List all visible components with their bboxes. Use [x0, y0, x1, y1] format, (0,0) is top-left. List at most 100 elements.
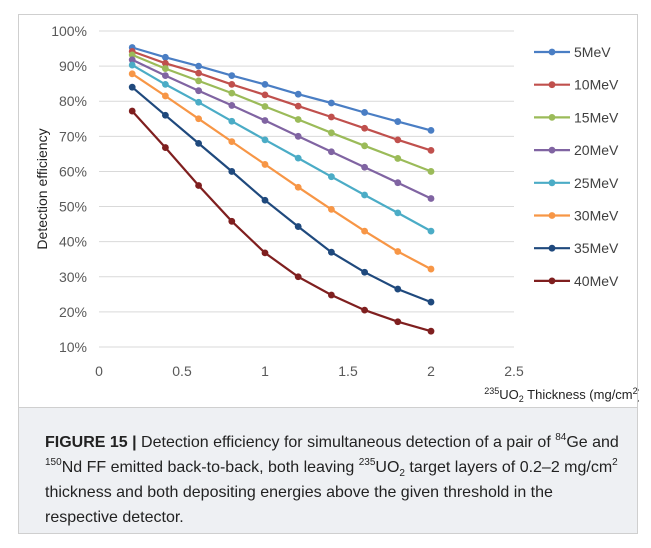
caption-part: Detection efficiency for simultaneous de… — [136, 434, 556, 451]
x-tick-label: 2 — [427, 363, 435, 379]
legend-marker-5MeV — [548, 48, 556, 56]
data-point-35MeV — [162, 111, 169, 119]
y-tick-label: 60% — [59, 163, 87, 179]
x-tick-label: 1.5 — [338, 363, 358, 379]
data-point-35MeV — [128, 83, 136, 91]
x-tick-label: 0 — [95, 363, 103, 379]
y-tick-label: 50% — [59, 199, 87, 215]
data-point-30MeV — [228, 138, 236, 145]
data-point-30MeV — [195, 115, 203, 123]
data-point-20MeV — [294, 132, 302, 140]
data-point-30MeV — [128, 70, 136, 78]
x-axis-label-part: UO — [499, 387, 519, 402]
series-line-20MeV — [131, 58, 432, 200]
caption-box: FIGURE 15 | Detection efficiency for sim… — [18, 408, 638, 534]
legend-label: 5MeV — [574, 44, 611, 60]
data-point-30MeV — [261, 161, 269, 168]
data-point-10MeV — [195, 69, 203, 77]
series-line-30MeV — [131, 72, 432, 271]
data-point-20MeV — [394, 179, 402, 187]
legend-label: 15MeV — [574, 109, 619, 125]
caption-part: 235 — [358, 456, 376, 468]
data-point-30MeV — [294, 183, 302, 191]
data-point-15MeV — [328, 129, 335, 137]
caption-text: Detection efficiency for simultaneous de… — [45, 431, 619, 526]
data-point-40MeV — [162, 144, 169, 151]
data-point-5MeV — [427, 126, 435, 134]
caption-part: Nd FF emitted back-to-back, both leaving — [61, 459, 359, 476]
y-axis-label: Detection efficiency — [34, 128, 50, 249]
y-tick-label: 80% — [59, 93, 87, 109]
data-point-20MeV — [328, 148, 335, 156]
series-line-40MeV — [131, 110, 432, 333]
caption-part: thickness and both depositing energies a… — [45, 484, 553, 526]
data-point-10MeV — [162, 59, 169, 67]
y-tick-label: 30% — [59, 269, 87, 285]
data-point-15MeV — [162, 65, 169, 72]
data-point-5MeV — [261, 80, 269, 88]
x-axis-label-part: 2 — [519, 394, 524, 404]
data-point-30MeV — [427, 265, 435, 273]
legend-label: 30MeV — [574, 208, 619, 224]
caption-part: 84 — [555, 431, 567, 443]
data-point-30MeV — [361, 227, 368, 235]
legend-marker-30MeV — [548, 212, 556, 219]
data-point-10MeV — [361, 124, 368, 132]
data-point-25MeV — [128, 61, 136, 69]
caption-part: 150 — [45, 456, 62, 468]
caption-part: 2 — [612, 456, 618, 468]
data-point-25MeV — [162, 80, 169, 88]
y-tick-label: 100% — [51, 23, 87, 39]
data-point-15MeV — [128, 51, 136, 59]
data-point-20MeV — [128, 56, 136, 64]
data-point-40MeV — [328, 291, 335, 299]
data-point-20MeV — [261, 117, 269, 124]
legend-label: 10MeV — [574, 77, 619, 93]
x-axis-label-part: 235 — [484, 386, 499, 396]
legend-label: 20MeV — [574, 142, 619, 158]
data-point-20MeV — [162, 72, 169, 79]
data-point-5MeV — [361, 109, 368, 116]
y-tick-label: 20% — [59, 304, 87, 320]
x-axis-label-part: 2 — [633, 386, 638, 396]
data-point-35MeV — [294, 223, 302, 230]
x-axis-label: 235UO2 Thickness (mg/cm2) — [484, 386, 639, 404]
data-point-40MeV — [128, 107, 136, 115]
caption-part: 2 — [399, 468, 405, 480]
data-point-40MeV — [228, 217, 236, 225]
data-point-25MeV — [228, 117, 236, 125]
data-point-10MeV — [394, 136, 402, 144]
data-point-30MeV — [328, 205, 335, 213]
caption-label: FIGURE 15 | — [45, 434, 137, 451]
data-point-5MeV — [294, 90, 302, 98]
series-line-5MeV — [131, 46, 432, 132]
legend-marker-20MeV — [548, 146, 556, 154]
data-point-35MeV — [361, 268, 368, 276]
data-point-25MeV — [394, 209, 402, 217]
caption-part: Ge and — [566, 434, 619, 451]
data-point-20MeV — [427, 195, 435, 202]
legend-marker-25MeV — [548, 179, 556, 187]
legend-marker-40MeV — [548, 277, 556, 285]
data-point-15MeV — [427, 168, 435, 175]
data-point-15MeV — [361, 142, 368, 150]
data-point-5MeV — [394, 118, 402, 125]
data-point-10MeV — [427, 146, 435, 154]
data-point-40MeV — [394, 318, 402, 326]
series-line-10MeV — [131, 50, 432, 152]
data-point-35MeV — [328, 248, 335, 256]
data-point-20MeV — [195, 87, 203, 95]
data-point-40MeV — [427, 327, 435, 335]
data-point-5MeV — [162, 53, 169, 61]
data-point-25MeV — [195, 98, 203, 106]
data-point-40MeV — [261, 249, 269, 257]
data-point-40MeV — [195, 182, 203, 189]
y-tick-label: 40% — [59, 234, 87, 250]
data-point-35MeV — [195, 139, 203, 147]
data-point-40MeV — [361, 306, 368, 314]
line-chart: 10% 20% 30% 40% 50% 60% 70% 80% 90% 100% 0 0.5 1 1.5 2… — [34, 23, 639, 404]
series-line-25MeV — [131, 64, 432, 233]
data-point-15MeV — [195, 77, 203, 85]
data-point-15MeV — [294, 116, 302, 123]
data-point-5MeV — [195, 62, 203, 70]
